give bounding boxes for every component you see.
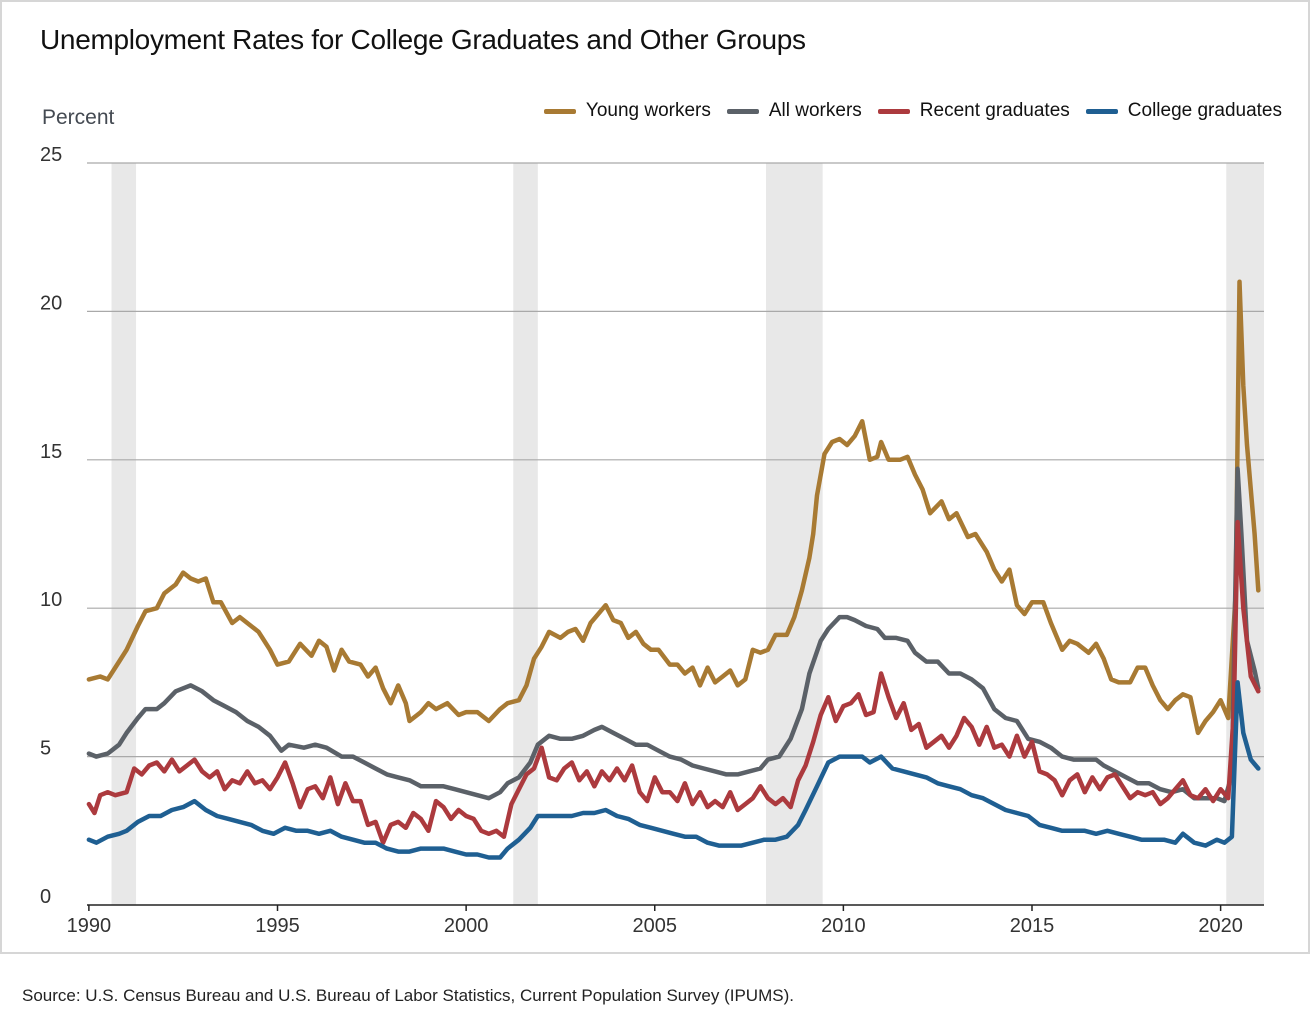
- series-lines: [86, 279, 1261, 860]
- legend-item-recent-graduates: Recent graduates: [877, 100, 1070, 122]
- legend-label-college-graduates: College graduates: [1127, 100, 1282, 121]
- x-tick-label-2020: 2020: [1198, 915, 1243, 937]
- series-line-all-workers: [86, 466, 1261, 804]
- x-tick-label-2010: 2010: [821, 915, 866, 937]
- legend-label-all-workers: All workers: [768, 100, 862, 121]
- y-tick-label-5: 5: [40, 738, 51, 760]
- legend-item-college-graduates: College graduates: [1085, 100, 1282, 122]
- legend-swatch-college-graduates: [1085, 108, 1118, 114]
- line-chart: 0 5 10 15 20 25 1990 1995 2000 2005 2010 2015 2020: [40, 144, 1264, 937]
- chart-title: Unemployment Rates for College Graduates…: [40, 24, 806, 55]
- x-tick-label-1990: 1990: [67, 915, 112, 937]
- legend-item-all-workers: All workers: [726, 100, 862, 122]
- legend-swatch-recent-graduates: [877, 108, 910, 114]
- y-tick-label-20: 20: [40, 292, 62, 314]
- x-tick-label-2015: 2015: [1010, 915, 1055, 937]
- x-tick-label-2000: 2000: [444, 915, 489, 937]
- gridlines: [87, 162, 1264, 758]
- recession-band-2: [513, 163, 538, 905]
- recession-bands: [111, 163, 1264, 905]
- y-tick-label-10: 10: [40, 589, 62, 611]
- y-tick-label-15: 15: [40, 441, 62, 463]
- legend-swatch-all-workers: [726, 108, 759, 114]
- legend-swatch-young-workers: [543, 108, 576, 114]
- y-tick-label-0: 0: [40, 886, 51, 908]
- chart-legend: Young workers All workers Recent graduates…: [528, 100, 1282, 122]
- x-tick-label-2005: 2005: [633, 915, 678, 937]
- x-tick-label-1995: 1995: [255, 915, 300, 937]
- series-line-young-workers: [86, 279, 1261, 736]
- legend-item-young-workers: Young workers: [543, 100, 711, 122]
- x-axis: 1990 1995 2000 2005 2010 2015 2020: [67, 904, 1264, 937]
- y-tick-label-25: 25: [40, 144, 62, 166]
- chart-frame: Unemployment Rates for College Graduates…: [0, 0, 1310, 954]
- source-note: Source: U.S. Census Bureau and U.S. Bure…: [22, 986, 794, 1005]
- series-line-recent-graduates: [86, 519, 1261, 845]
- y-axis-unit-label: Percent: [42, 106, 115, 129]
- series-line-college-graduates: [86, 680, 1261, 860]
- y-axis-ticks: 0 5 10 15 20 25: [40, 144, 62, 908]
- legend-label-young-workers: Young workers: [585, 100, 711, 121]
- legend-label-recent-graduates: Recent graduates: [919, 100, 1070, 121]
